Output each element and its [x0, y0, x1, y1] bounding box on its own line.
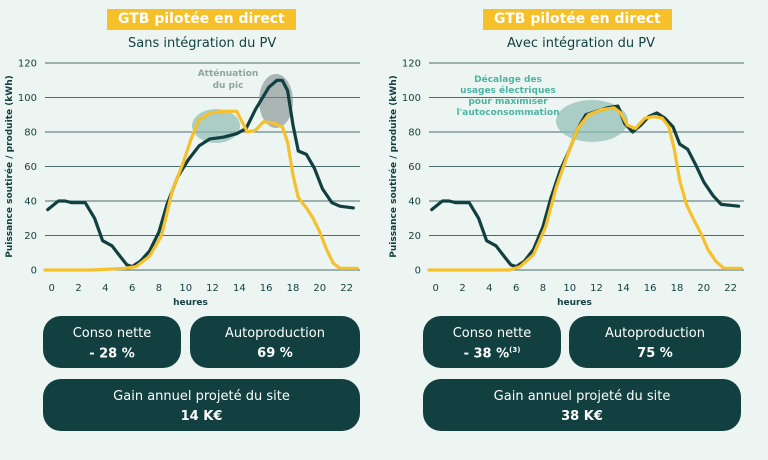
conso-nette-label: Conso nette	[72, 326, 152, 341]
x-axis-label: heures	[173, 298, 208, 308]
gtb-badge: GTB pilotée en direct	[107, 9, 296, 30]
annual-gain-card: Gain annuel projeté du site 14 K€	[43, 379, 360, 431]
annual-gain-value: 14 K€	[180, 409, 223, 424]
x-tick-label: 14	[233, 283, 246, 294]
y-tick-label: 100	[18, 93, 37, 104]
annotation-line: Atténuation	[198, 68, 259, 79]
annual-gain-value: 38 K€	[561, 409, 603, 424]
x-tick-label: 22	[340, 283, 353, 294]
x-tick-label: 8	[156, 283, 162, 294]
x-axis-label: heures	[557, 298, 592, 308]
chart-without-pv: Atténuation du pic 0 20 40 60 80 100 120 0 2 4 6 8 1…	[4, 59, 360, 308]
x-tick-label: 6	[513, 283, 519, 294]
x-tick-label: 2	[75, 283, 81, 294]
x-tick-label: 18	[287, 283, 300, 294]
consumption-line	[46, 78, 355, 269]
x-tick-label: 10	[563, 283, 576, 294]
x-tick-label: 6	[129, 283, 135, 294]
annotation-line: l'autoconsommation	[456, 108, 559, 118]
y-tick-label: 0	[415, 266, 421, 277]
autoproduction-label: Autoproduction	[605, 326, 705, 341]
chart-subtitle: Sans intégration du PV	[128, 36, 277, 51]
y-tick-label: 0	[31, 266, 37, 277]
panel-without-pv: GTB pilotée en direct Sans intégration d…	[4, 9, 360, 431]
x-tick-label: 0	[49, 283, 55, 294]
autoproduction-value: 69 %	[257, 346, 293, 361]
x-tick-label: 16	[260, 283, 273, 294]
conso-nette-value: - 38 %(3)	[423, 346, 561, 361]
conso-nette-card: Conso nette - 28 %	[43, 316, 181, 368]
y-tick-label: 20	[408, 231, 421, 242]
panel-with-pv: GTB pilotée en direct Avec intégration d…	[384, 0, 768, 460]
x-tick-label: 2	[459, 283, 465, 294]
y-axis-label: Puissance soutirée / produite (kWh)	[4, 75, 15, 257]
autoproduction-value: 75 %	[637, 346, 673, 361]
y-tick-label: 40	[408, 197, 421, 208]
chart-with-pv: Décalage des usages électriques pour max…	[388, 59, 744, 308]
autoproduction-card: Autoproduction 69 %	[190, 316, 360, 368]
chart-subtitle: Avec intégration du PV	[507, 36, 656, 51]
y-tick-label: 80	[24, 128, 37, 139]
x-tick-label: 22	[724, 283, 737, 294]
x-tick-label: 14	[617, 283, 630, 294]
production-line	[427, 106, 743, 272]
annotation-line: pour maximiser	[468, 97, 548, 107]
x-tick-label: 4	[102, 283, 108, 294]
annual-gain-card: Gain annuel projeté du site 38 K€	[423, 379, 741, 431]
conso-nette-card: Conso nette - 38 %(3)	[423, 316, 561, 368]
y-tick-label: 40	[24, 197, 37, 208]
shift-highlight	[556, 100, 628, 142]
x-tick-label: 12	[206, 283, 219, 294]
y-tick-label: 120	[402, 59, 421, 70]
conso-nette-number: - 28 %	[89, 346, 135, 362]
y-tick-label: 60	[408, 162, 421, 173]
autoproduction-label: Autoproduction	[225, 326, 325, 341]
gtb-badge: GTB pilotée en direct	[483, 9, 672, 30]
production-line	[43, 109, 359, 272]
y-tick-label: 60	[24, 162, 37, 173]
x-tick-label: 10	[179, 283, 192, 294]
x-tick-label: 18	[671, 283, 684, 294]
x-tick-label: 0	[433, 283, 439, 294]
x-tick-label: 4	[486, 283, 492, 294]
annotation-line: usages électriques	[460, 85, 556, 96]
y-tick-label: 120	[18, 59, 37, 70]
x-tick-label: 20	[313, 283, 326, 294]
x-tick-label: 8	[540, 283, 546, 294]
conso-nette-value: - 28 %	[43, 346, 181, 361]
annotation-line: du pic	[213, 81, 244, 91]
annual-gain-label: Gain annuel projeté du site	[493, 389, 671, 404]
footnote-ref: (3)	[509, 346, 521, 354]
y-axis-label: Puissance soutirée / produite (kWh)	[388, 75, 399, 257]
y-tick-label: 20	[24, 231, 37, 242]
autoproduction-card: Autoproduction 75 %	[569, 316, 741, 368]
annual-gain-label: Gain annuel projeté du site	[113, 389, 290, 404]
y-tick-label: 80	[408, 128, 421, 139]
conso-nette-number: - 38 %	[463, 346, 510, 362]
x-tick-label: 12	[590, 283, 603, 294]
x-tick-label: 16	[644, 283, 657, 294]
conso-nette-label: Conso nette	[452, 326, 532, 341]
x-tick-label: 20	[697, 283, 710, 294]
annotation-line: Décalage des	[474, 74, 542, 85]
y-tick-label: 100	[402, 93, 421, 104]
